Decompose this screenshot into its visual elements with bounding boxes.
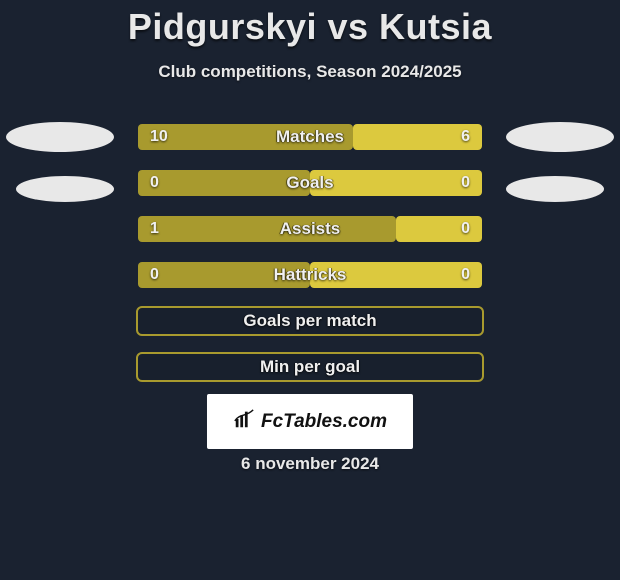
stat-bar-value-right: 0	[461, 220, 470, 238]
avatar-player1-bot	[16, 176, 114, 202]
stat-bar-row: Goals per match	[136, 306, 484, 336]
stat-bar-label: Assists	[280, 219, 340, 239]
stat-bar-row: Matches 10 6	[136, 122, 484, 152]
avatar-player2-top	[506, 122, 614, 152]
fctables-icon	[233, 408, 255, 435]
date-stamp: 6 november 2024	[0, 454, 620, 474]
logo-text: FcTables.com	[261, 411, 387, 433]
stat-bar-row: Goals 0 0	[136, 168, 484, 198]
stat-bar-label: Min per goal	[260, 357, 360, 377]
stat-bar-fill-left	[138, 170, 310, 196]
stat-bar-value-left: 1	[150, 220, 159, 238]
logo-badge: FcTables.com	[207, 394, 413, 449]
stat-bar-fill-left	[138, 216, 396, 242]
stat-bar-label: Goals per match	[243, 311, 376, 331]
stat-bar-value-right: 0	[461, 266, 470, 284]
avatar-player2-bot	[506, 176, 604, 202]
stat-bar-value-left: 0	[150, 266, 159, 284]
avatar-player1-top	[6, 122, 114, 152]
stat-bar-value-left: 10	[150, 128, 168, 146]
stat-bars-container: Matches106Goals00Assists10Hattricks00Goa…	[136, 122, 484, 398]
stat-bar-label: Hattricks	[274, 265, 347, 285]
page-title: Pidgurskyi vs Kutsia	[0, 0, 620, 48]
stat-bar-value-right: 6	[461, 128, 470, 146]
stat-bar-label: Goals	[286, 173, 333, 193]
stat-bar-fill-right	[310, 170, 482, 196]
stat-bar-value-left: 0	[150, 174, 159, 192]
stat-bar-label: Matches	[276, 127, 344, 147]
page-subtitle: Club competitions, Season 2024/2025	[0, 62, 620, 82]
stat-bar-value-right: 0	[461, 174, 470, 192]
stat-bar-row: Hattricks 0 0	[136, 260, 484, 290]
stat-bar-row: Assists 1 0	[136, 214, 484, 244]
stat-bar-row: Min per goal	[136, 352, 484, 382]
